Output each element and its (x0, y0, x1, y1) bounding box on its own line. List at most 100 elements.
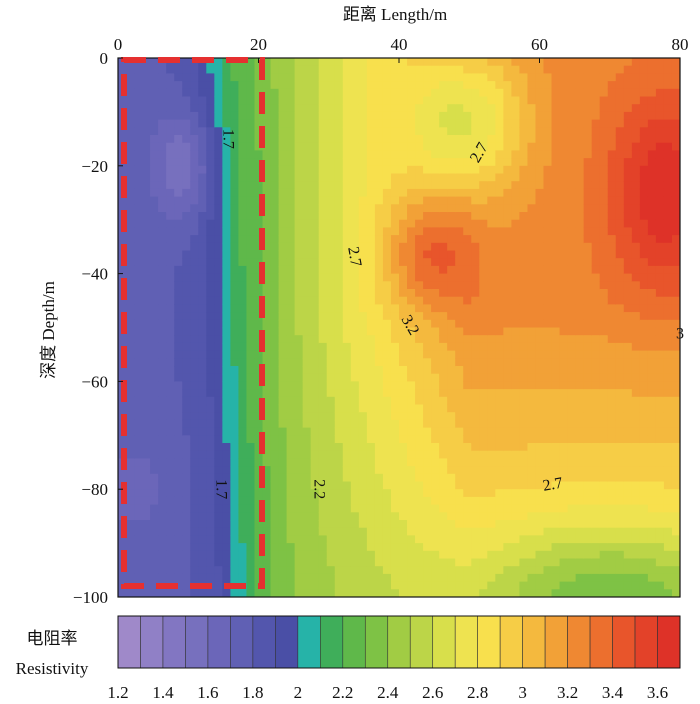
field-cell (374, 412, 384, 421)
field-cell (415, 443, 424, 452)
field-cell (639, 150, 649, 159)
field-cell (399, 235, 408, 244)
field-cell (591, 489, 601, 498)
field-cell (198, 350, 207, 359)
field-cell (543, 304, 553, 313)
field-cell (390, 389, 400, 398)
field-cell (294, 435, 304, 444)
field-cell (407, 558, 416, 567)
field-cell (294, 96, 304, 105)
field-cell (455, 481, 464, 490)
field-cell (358, 466, 368, 475)
field-cell (214, 111, 223, 121)
field-cell (262, 450, 272, 459)
field-cell (318, 127, 328, 136)
field-cell (342, 350, 352, 359)
field-cell (503, 381, 512, 390)
field-cell (150, 265, 159, 275)
field-cell (150, 273, 159, 282)
field-cell (495, 65, 504, 74)
field-cell (214, 527, 223, 536)
field-cell (559, 96, 569, 105)
field-cell (342, 142, 352, 151)
field-cell (366, 142, 376, 151)
field-cell (318, 558, 328, 567)
field-cell (575, 150, 585, 159)
field-cell (495, 412, 504, 421)
field-cell (487, 158, 496, 167)
field-cell (374, 81, 384, 90)
field-cell (278, 204, 288, 213)
field-cell (415, 419, 424, 429)
field-cell (390, 319, 400, 329)
field-cell (318, 227, 328, 236)
field-cell (326, 389, 336, 398)
field-cell (270, 327, 280, 336)
field-cell (358, 327, 368, 336)
field-cell (663, 404, 673, 413)
field-cell (174, 443, 183, 452)
field-cell (174, 296, 183, 305)
field-cell (142, 127, 151, 136)
field-cell (134, 550, 143, 560)
field-cell (278, 473, 288, 483)
field-cell (342, 250, 352, 259)
field-cell (198, 250, 207, 259)
field-cell (567, 450, 577, 459)
field-cell (126, 481, 135, 490)
field-cell (671, 81, 680, 90)
field-cell (415, 350, 424, 359)
field-cell (326, 520, 336, 529)
field-cell (254, 142, 264, 151)
field-cell (399, 573, 408, 583)
field-cell (390, 396, 400, 406)
field-cell (559, 520, 569, 529)
field-cell (615, 142, 625, 151)
field-cell (439, 473, 448, 483)
field-cell (575, 566, 585, 575)
field-cell (286, 504, 296, 513)
field-cell (479, 273, 488, 282)
field-cell (382, 496, 392, 506)
field-cell (511, 489, 521, 498)
field-cell (423, 181, 432, 190)
field-cell (471, 173, 480, 182)
field-cell (495, 473, 504, 483)
field-cell (655, 504, 665, 513)
field-cell (535, 404, 545, 413)
field-cell (471, 550, 480, 560)
field-cell (278, 235, 288, 244)
field-cell (399, 142, 408, 151)
field-cell (671, 296, 680, 305)
field-cell (334, 173, 344, 182)
field-cell (302, 196, 312, 205)
field-cell (463, 412, 472, 421)
field-cell (230, 289, 240, 298)
field-cell (535, 335, 545, 344)
field-cell (527, 496, 537, 506)
field-cell (655, 419, 665, 429)
field-cell (318, 165, 328, 175)
field-cell (575, 127, 585, 136)
field-cell (543, 558, 553, 567)
field-cell (399, 327, 408, 336)
field-cell (302, 265, 312, 275)
field-cell (206, 389, 215, 398)
field-cell (302, 389, 312, 398)
field-cell (190, 158, 199, 167)
contour-label: 1.7 (212, 479, 229, 499)
field-cell (366, 512, 376, 521)
field-cell (238, 227, 248, 236)
field-cell (655, 127, 665, 136)
field-cell (487, 489, 496, 498)
field-cell (423, 581, 432, 590)
field-cell (639, 81, 649, 90)
x-tick-label: 40 (391, 35, 408, 54)
field-cell (286, 327, 296, 336)
field-cell (198, 396, 207, 406)
field-cell (671, 450, 680, 459)
field-cell (647, 265, 657, 275)
field-cell (479, 573, 488, 583)
field-cell (350, 181, 360, 190)
field-cell (583, 289, 593, 298)
